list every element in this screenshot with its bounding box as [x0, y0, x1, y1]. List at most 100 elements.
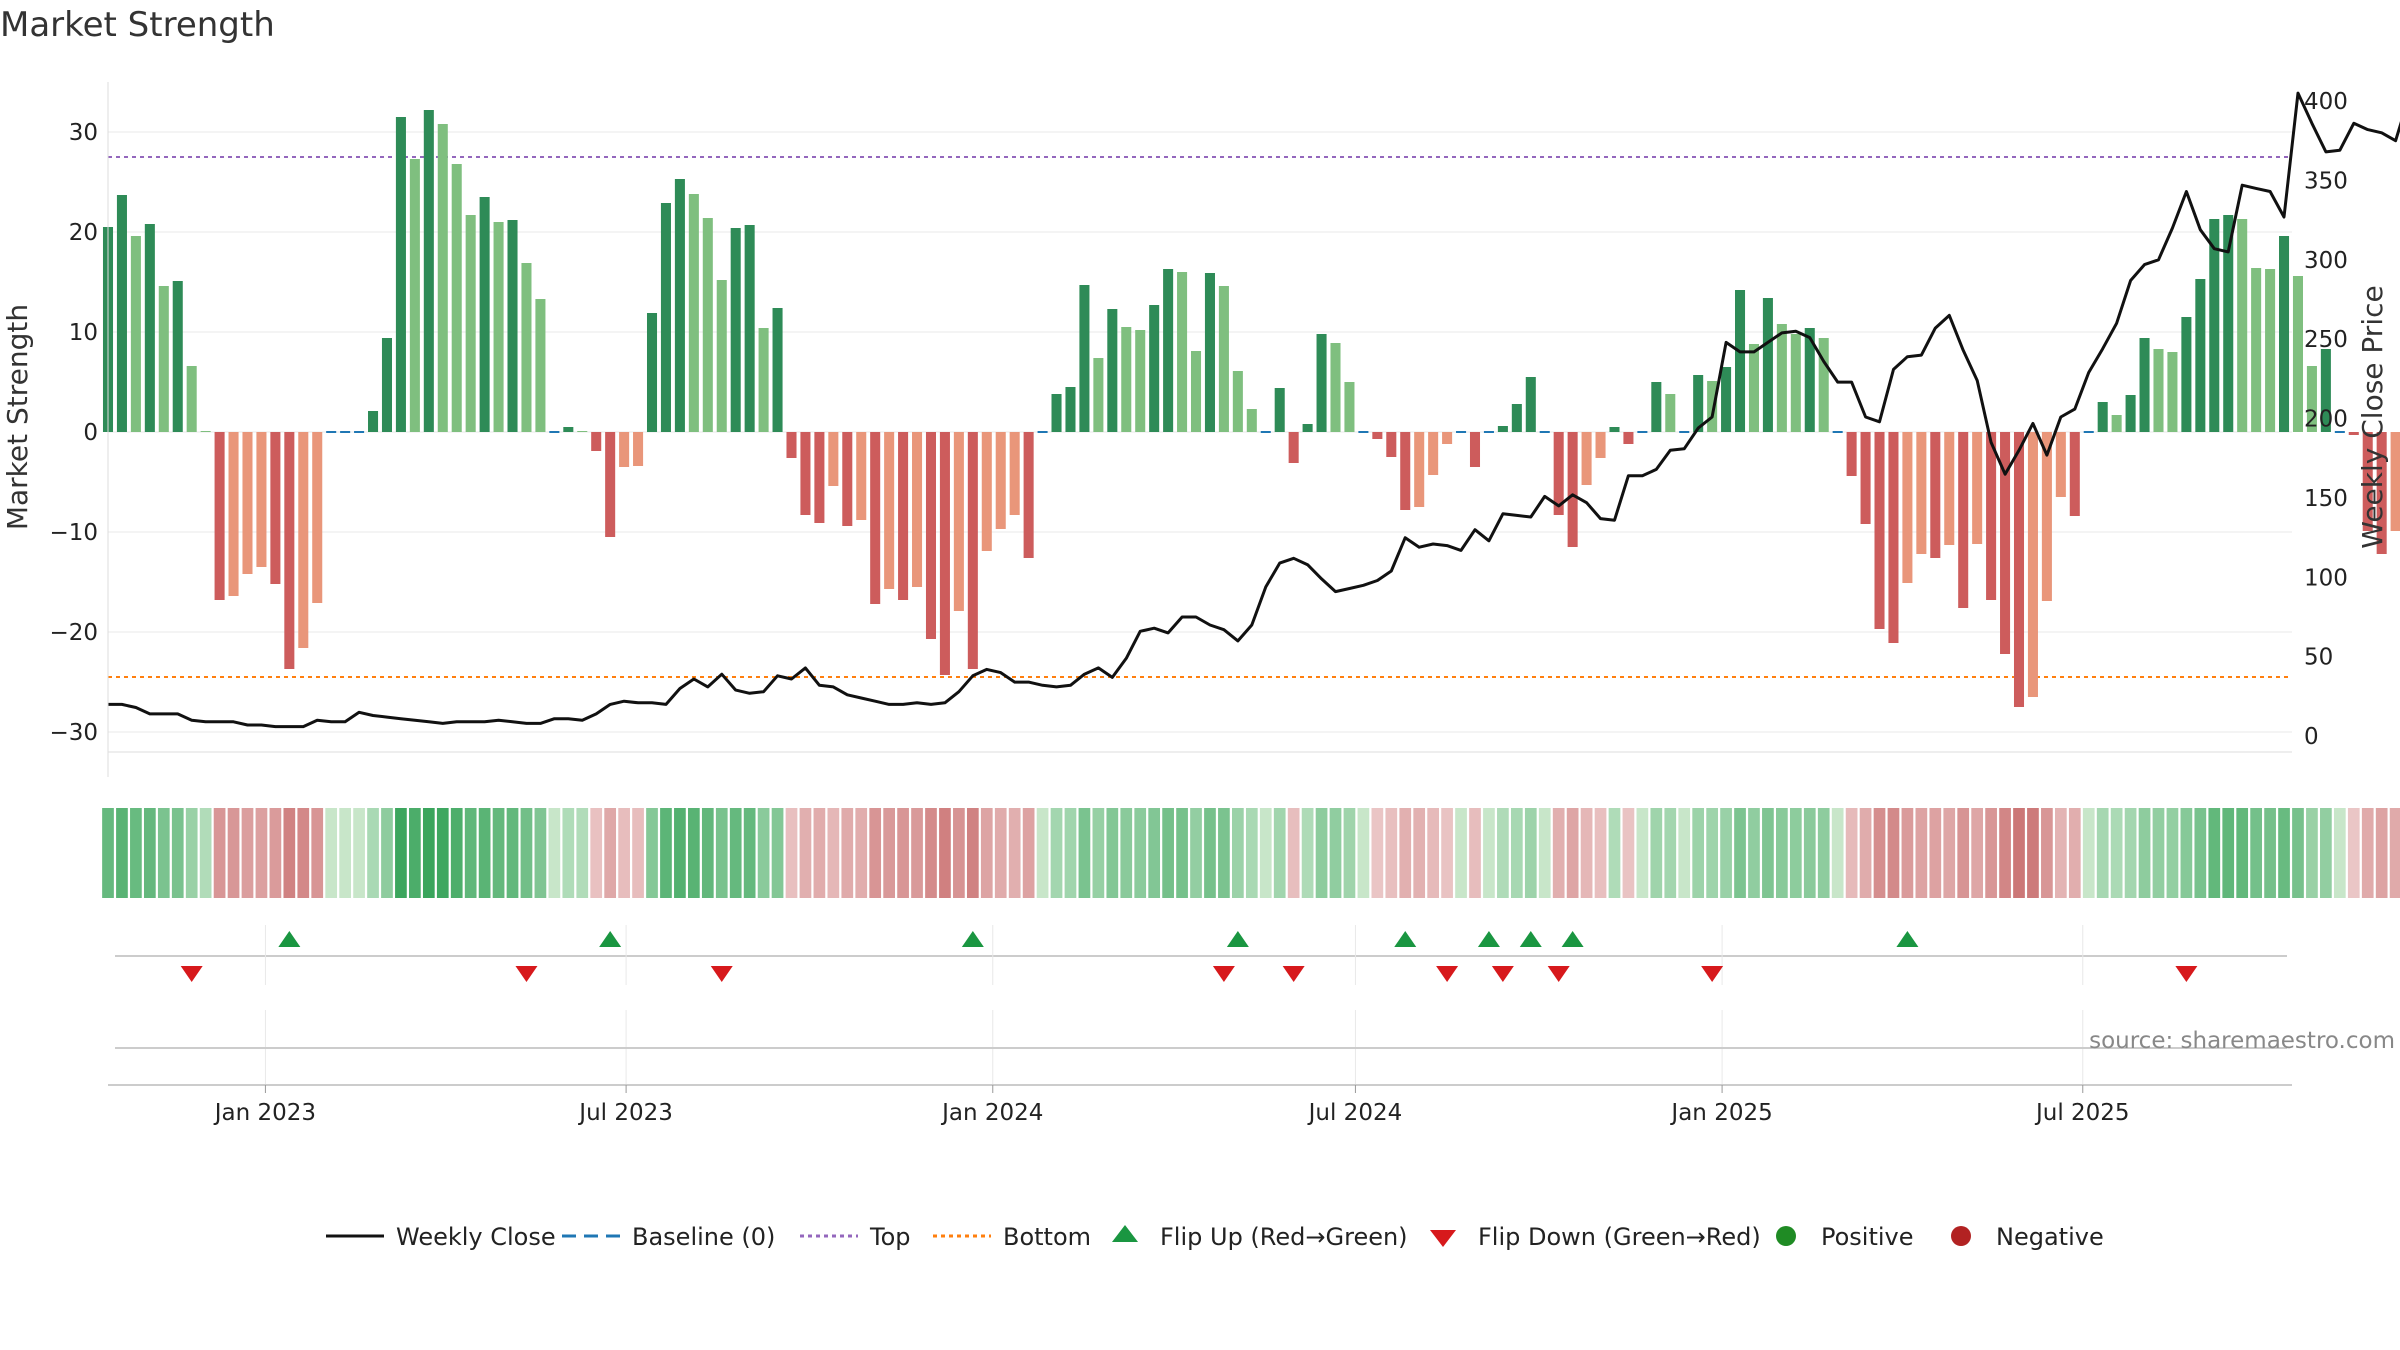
- heat-cell: [1524, 808, 1537, 898]
- heat-cell: [1873, 808, 1886, 898]
- heat-cell: [687, 808, 700, 898]
- heat-cell: [227, 808, 240, 898]
- strength-bar: [1149, 305, 1160, 432]
- strength-bar: [1163, 269, 1174, 432]
- heat-cell: [1664, 808, 1677, 898]
- heat-cell: [1748, 808, 1760, 898]
- heat-cell: [1692, 808, 1705, 898]
- heat-cell: [1789, 808, 1802, 898]
- legend-item: Baseline (0): [562, 1223, 775, 1251]
- heat-cell: [701, 808, 714, 898]
- strength-bar: [2153, 349, 2164, 432]
- heat-cell: [1134, 808, 1147, 898]
- strength-bar: [619, 432, 630, 467]
- strength-bar: [1344, 382, 1355, 432]
- heat-cell: [2194, 808, 2207, 898]
- y-tick-label: 10: [69, 320, 98, 346]
- heat-cell: [2013, 808, 2025, 898]
- strength-bar: [1135, 330, 1146, 432]
- strength-bar: [1804, 328, 1815, 432]
- strength-bar: [1707, 381, 1718, 432]
- strength-bar: [2055, 432, 2066, 497]
- heat-cell: [171, 808, 184, 898]
- weekly-close-line: [108, 91, 2400, 729]
- heat-cell: [743, 808, 756, 898]
- x-tick-label: Jan 2024: [940, 1100, 1043, 1126]
- heat-cell: [1706, 808, 1718, 898]
- heat-cell: [2180, 808, 2193, 898]
- y2-tick-label: 250: [2304, 327, 2348, 353]
- heat-cell: [660, 808, 672, 898]
- heat-cell: [367, 808, 379, 898]
- flip-down-marker: [1436, 966, 1459, 982]
- strength-bar: [521, 263, 532, 432]
- flip-up-marker: [1477, 931, 1500, 947]
- y-tick-label: 0: [83, 420, 98, 446]
- strength-bar: [2027, 432, 2038, 697]
- strength-bar: [1177, 272, 1188, 432]
- heat-cell: [213, 808, 226, 898]
- strength-bar: [884, 432, 895, 589]
- heat-cell: [283, 808, 296, 898]
- heat-cell: [1371, 808, 1384, 898]
- heat-cell: [841, 808, 854, 898]
- heat-cell: [1999, 808, 2011, 898]
- heat-cell: [2375, 808, 2388, 898]
- heat-cell: [492, 808, 505, 898]
- strength-bar: [660, 203, 671, 432]
- strength-bar: [744, 225, 755, 432]
- strength-bar: [298, 432, 309, 648]
- heat-cell: [1078, 808, 1091, 898]
- strength-bar: [270, 432, 281, 584]
- legend-label: Flip Down (Green→Red): [1478, 1223, 1761, 1251]
- strength-bar: [116, 195, 127, 432]
- heat-cell: [604, 808, 617, 898]
- y-tick-label: 30: [69, 120, 98, 146]
- strength-bar: [1776, 324, 1787, 432]
- strength-bar: [214, 432, 225, 600]
- strength-bar: [1065, 387, 1076, 432]
- heat-cell: [409, 808, 421, 898]
- source-label: source: sharemaestro.com: [2089, 1028, 2395, 1054]
- heat-cell: [534, 808, 547, 898]
- strength-bar: [1916, 432, 1927, 554]
- strength-bar: [2111, 415, 2122, 432]
- heat-cell: [1943, 808, 1956, 898]
- strength-bar: [1651, 382, 1662, 432]
- heat-cell: [855, 808, 868, 898]
- heat-cell: [339, 808, 351, 898]
- heat-cell: [506, 808, 519, 898]
- heat-cell: [980, 808, 993, 898]
- heat-cell: [1176, 808, 1188, 898]
- strength-bar: [1958, 432, 1969, 608]
- heat-cell: [1064, 808, 1077, 898]
- heat-cell: [757, 808, 770, 898]
- chart-title: Market Strength: [0, 5, 275, 45]
- strength-bar: [368, 411, 379, 432]
- strength-bar: [1246, 409, 1257, 432]
- heat-cell: [1971, 808, 1984, 898]
- strength-bar: [1414, 432, 1425, 507]
- strength-bar: [1511, 404, 1522, 432]
- legend-swatch: [1430, 1230, 1456, 1247]
- heat-cell: [1413, 808, 1426, 898]
- strength-bar: [2320, 349, 2331, 432]
- heat-cell: [2278, 808, 2290, 898]
- strength-bar: [1469, 432, 1481, 467]
- strength-bar: [172, 281, 183, 432]
- heat-cell: [646, 808, 658, 898]
- strength-bar: [381, 338, 392, 432]
- heat-cell: [2124, 808, 2137, 898]
- heat-cell: [813, 808, 826, 898]
- x-tick-label: Jul 2024: [1307, 1100, 1403, 1126]
- strength-bar: [2195, 279, 2206, 432]
- lower-panel: [108, 1010, 2292, 1086]
- strength-bar: [2181, 317, 2192, 432]
- strength-bar: [2223, 215, 2234, 432]
- heat-cell: [2208, 808, 2221, 898]
- heat-cell: [1120, 808, 1133, 898]
- y2-tick-label: 200: [2304, 407, 2348, 433]
- y-tick-label: −30: [49, 720, 98, 746]
- heat-cell: [1162, 808, 1174, 898]
